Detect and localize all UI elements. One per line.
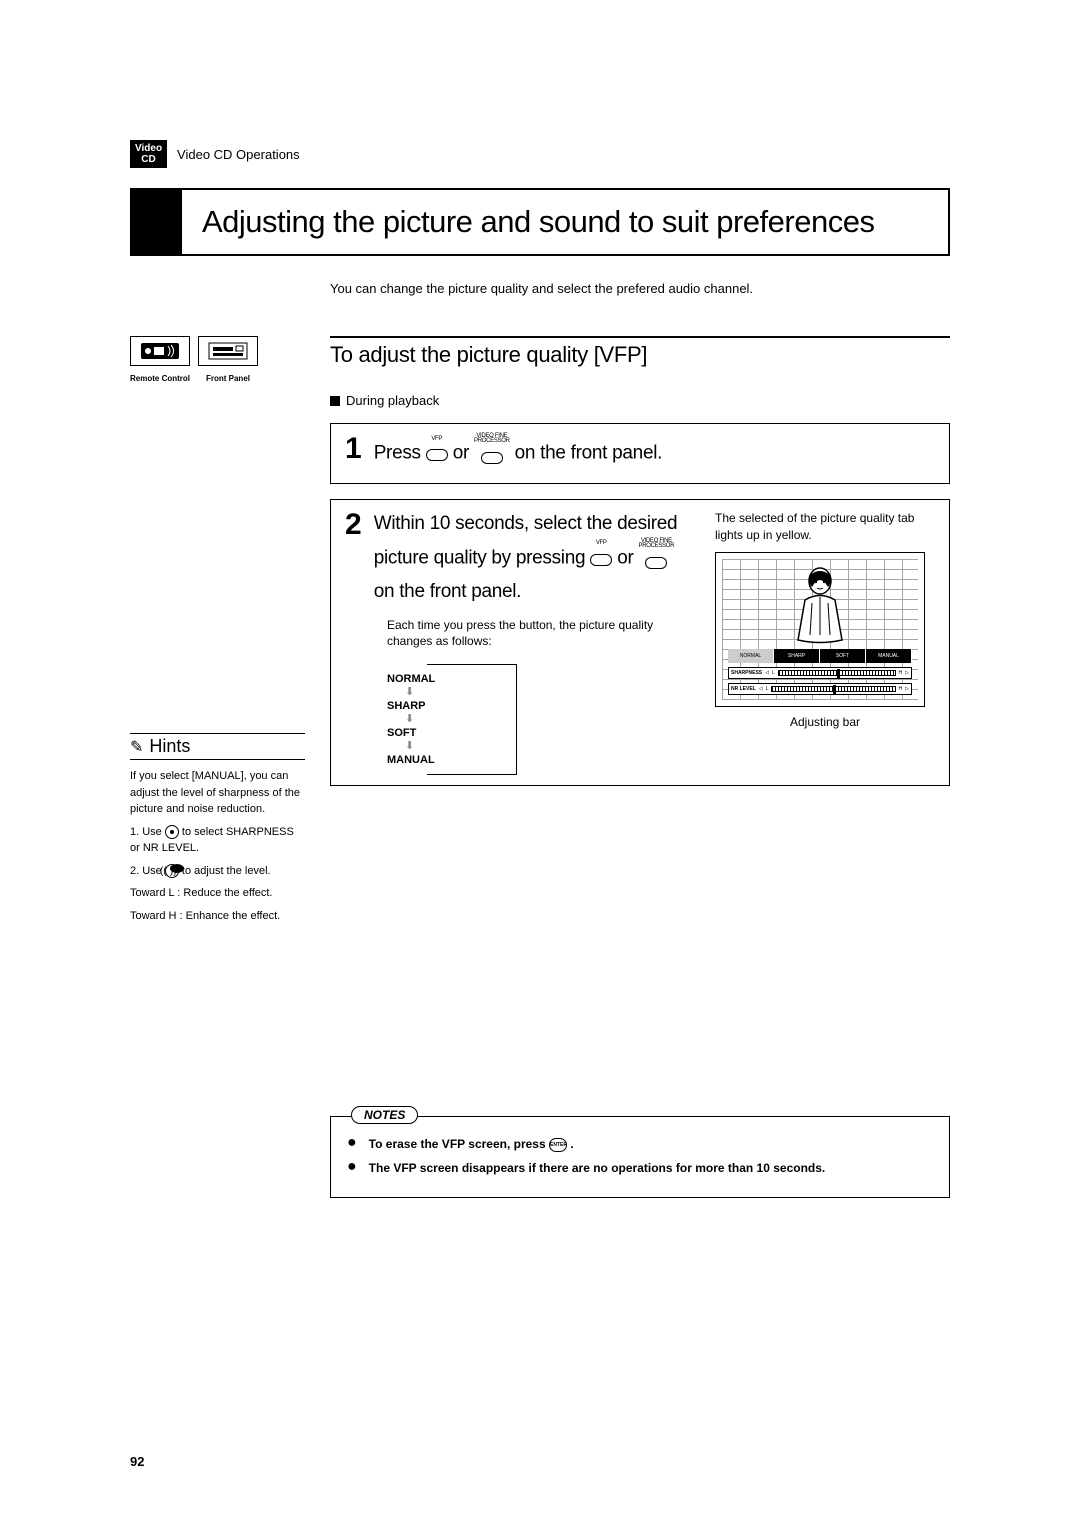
remote-label: Remote Control — [130, 374, 190, 383]
cycle-soft: SOFT — [387, 725, 516, 741]
step-2-subtext: Each time you press the button, the pict… — [387, 617, 695, 651]
page-number: 92 — [130, 1454, 144, 1469]
note-2: ● The VFP screen disappears if there are… — [347, 1159, 933, 1177]
square-bullet-icon — [330, 396, 340, 406]
title-accent-bar — [130, 188, 180, 256]
remote-control-icon — [130, 336, 190, 366]
front-panel-label: Front Panel — [198, 374, 258, 383]
step-1-text: Press VFP or VIDEO FINE PROCESSOR on the… — [374, 434, 662, 473]
step-2-text: Within 10 seconds, select the desired pi… — [374, 510, 695, 606]
hints-p4: Toward L : Reduce the effect. — [130, 885, 305, 902]
title-block: Adjusting the picture and sound to suit … — [130, 188, 950, 256]
quality-cycle-diagram: NORMAL ⬇ SHARP ⬇ SOFT ⬇ MANUAL — [427, 664, 517, 775]
tv-caption: The selected of the picture quality tab … — [715, 510, 935, 544]
hints-heading: ✎ Hints — [130, 733, 305, 760]
quality-tabs: NORMAL SHARP SOFT MANUAL — [728, 649, 912, 663]
adjusting-bar-caption: Adjusting bar — [715, 715, 935, 729]
vfp-button-icon: VFP — [426, 437, 448, 471]
sharpness-bar: SHARPNESS ◁L H▷ — [728, 667, 912, 679]
tv-screen-illustration: NORMAL SHARP SOFT MANUAL SHARPNESS ◁L H▷ — [715, 552, 925, 707]
hints-title: Hints — [149, 736, 190, 757]
tab-soft: SOFT — [820, 649, 866, 663]
page-header: Video CD Video CD Operations — [130, 140, 950, 168]
during-playback: During playback — [330, 393, 950, 408]
step-2-number: 2 — [345, 510, 362, 540]
hints-p3: 2. Use to adjust the level. — [130, 863, 305, 880]
intro-text: You can change the picture quality and s… — [330, 281, 950, 296]
hints-p1: If you select [MANUAL], you can adjust t… — [130, 768, 305, 818]
tab-sharp: SHARP — [774, 649, 820, 663]
bullet-icon: ● — [347, 1159, 357, 1177]
page-title: Adjusting the picture and sound to suit … — [180, 188, 950, 256]
left-right-button-icon — [165, 864, 179, 878]
cursor-button-icon — [165, 825, 179, 839]
badge-line-2: CD — [135, 154, 162, 165]
person-icon — [790, 565, 850, 645]
breadcrumb: Video CD Operations — [177, 147, 300, 162]
notes-box: NOTES ● To erase the VFP screen, press E… — [330, 1116, 950, 1198]
step-2-box: 2 Within 10 seconds, select the desired … — [330, 499, 950, 786]
step-1-box: 1 Press VFP or VIDEO FINE PROCESSOR on t… — [330, 423, 950, 484]
video-cd-badge: Video CD — [130, 140, 167, 168]
bullet-icon: ● — [347, 1135, 357, 1153]
front-panel-icon — [198, 336, 258, 366]
notes-label: NOTES — [351, 1106, 418, 1124]
step-1-number: 1 — [345, 434, 362, 464]
video-fine-processor-button-icon-2: VIDEO FINE PROCESSOR — [639, 539, 675, 578]
control-icons — [130, 336, 305, 366]
down-arrow-icon: ⬇ — [405, 714, 516, 725]
hints-icon: ✎ — [130, 737, 143, 757]
nr-level-bar: NR LEVEL ◁L H▷ — [728, 683, 912, 695]
cycle-sharp: SHARP — [387, 698, 516, 714]
note-1: ● To erase the VFP screen, press ENTER . — [347, 1135, 933, 1153]
down-arrow-icon: ⬇ — [405, 741, 516, 752]
control-labels: Remote Control Front Panel — [130, 374, 305, 383]
down-arrow-icon: ⬇ — [405, 687, 516, 698]
right-column: To adjust the picture quality [VFP] Duri… — [330, 336, 950, 1198]
enter-button-icon: ENTER — [549, 1138, 567, 1152]
cycle-normal: NORMAL — [387, 671, 516, 687]
section-heading: To adjust the picture quality [VFP] — [330, 336, 950, 368]
tab-manual: MANUAL — [866, 649, 912, 663]
video-fine-processor-button-icon: VIDEO FINE PROCESSOR — [474, 434, 510, 473]
badge-line-1: Video — [135, 143, 162, 154]
vfp-button-icon-2: VFP — [590, 541, 612, 575]
cycle-manual: MANUAL — [387, 752, 516, 768]
left-column: Remote Control Front Panel ✎ Hints If yo… — [130, 336, 305, 1198]
hints-p2: 1. Use to select SHARPNESS or NR LEVEL. — [130, 824, 305, 857]
hints-p5: Toward H : Enhance the effect. — [130, 908, 305, 925]
hints-body: If you select [MANUAL], you can adjust t… — [130, 768, 305, 924]
tab-normal: NORMAL — [728, 649, 774, 663]
